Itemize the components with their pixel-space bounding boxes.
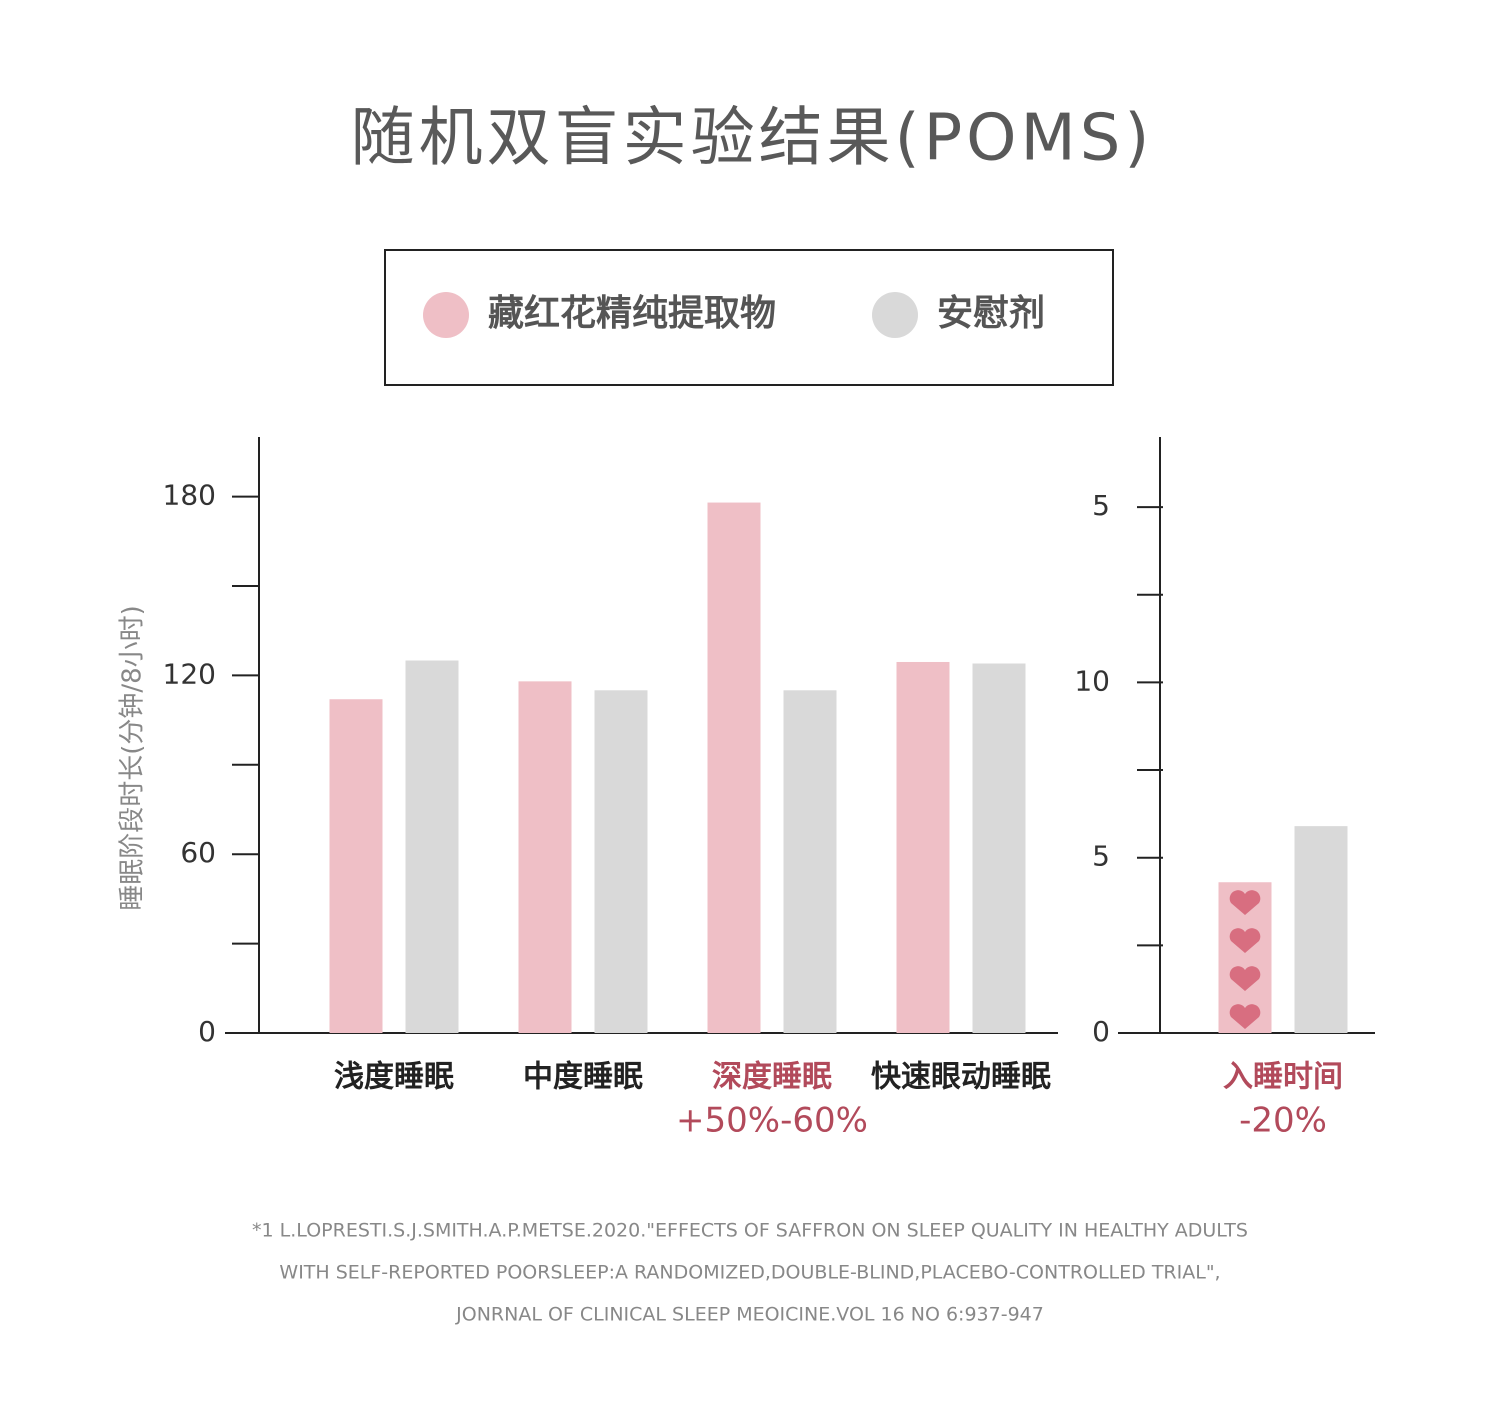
x-tick-label: 中度睡眠: [523, 1060, 643, 1095]
y-axis-label: 睡眠阶段时长(分钟/8小时): [118, 605, 148, 911]
bar: [594, 690, 648, 1033]
y-tick-label: 10: [1074, 664, 1110, 697]
y-tick-label: 5: [1092, 489, 1110, 522]
y-tick-label: 5: [1092, 840, 1110, 873]
footnote: JONRNAL OF CLINICAL SLEEP MEOICINE.VOL 1…: [455, 1304, 1044, 1326]
footnote: *1 L.LOPRESTI.S.J.SMITH.A.P.METSE.2020."…: [252, 1220, 1248, 1242]
y-tick-label: 120: [163, 657, 216, 690]
heart-icon: [1229, 890, 1261, 915]
x-tick-label: 浅度睡眠: [334, 1060, 454, 1095]
heart-icons: [1229, 890, 1261, 1029]
legend-swatch: [872, 292, 918, 338]
chart-title: 随机双盲实验结果(POMS): [351, 102, 1154, 176]
footnote: WITH SELF-REPORTED POORSLEEP:A RANDOMIZE…: [279, 1262, 1220, 1284]
legend-box: [384, 249, 1114, 386]
x-tick-label: 快速眼动睡眠: [871, 1060, 1051, 1095]
bar: [707, 502, 761, 1033]
bar: [1294, 826, 1348, 1033]
legend-label: 安慰剂: [937, 293, 1045, 334]
annotation: +50%-60%: [676, 1101, 868, 1141]
legend-swatch: [423, 292, 469, 338]
annotation: -20%: [1239, 1101, 1327, 1141]
heart-icon: [1229, 1004, 1261, 1029]
heart-icon: [1229, 928, 1261, 953]
bar: [329, 699, 383, 1033]
bar: [783, 690, 837, 1033]
y-tick-label: 0: [198, 1015, 216, 1048]
y-tick-label: 180: [163, 479, 216, 512]
heart-icon: [1229, 966, 1261, 991]
x-tick-label: 深度睡眠: [712, 1060, 832, 1095]
legend-label: 藏红花精纯提取物: [488, 293, 776, 334]
y-tick-label: 0: [1092, 1015, 1110, 1048]
bar: [405, 660, 459, 1033]
bar: [972, 663, 1026, 1033]
y-tick-label: 60: [180, 836, 216, 869]
bar: [518, 681, 572, 1033]
bar: [896, 661, 950, 1033]
x-tick-label: 入睡时间: [1223, 1060, 1343, 1095]
